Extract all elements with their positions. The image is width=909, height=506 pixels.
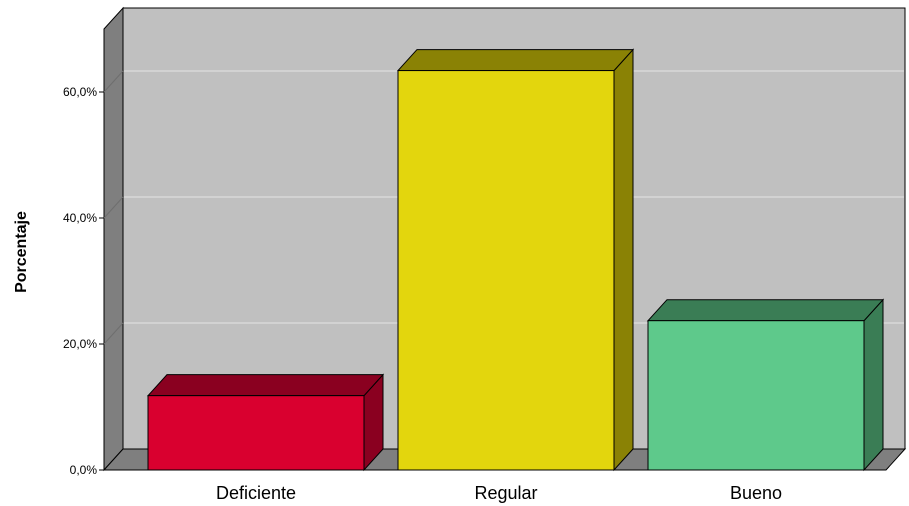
x-axis-labels: Deficiente Regular Bueno bbox=[216, 483, 782, 503]
y-tick-label: 40,0% bbox=[63, 211, 97, 225]
bar-bueno bbox=[646, 298, 885, 472]
y-tick-label: 0,0% bbox=[70, 463, 98, 477]
bar-top bbox=[146, 374, 385, 397]
gridline-side bbox=[103, 196, 124, 219]
gridline-side bbox=[103, 70, 124, 93]
bar-regular bbox=[396, 48, 635, 472]
bar-top bbox=[396, 49, 635, 72]
side-wall bbox=[103, 6, 124, 472]
bar-front bbox=[147, 395, 365, 471]
bar-deficiente bbox=[146, 373, 385, 472]
y-axis-ticks: 0,0% 20,0% 40,0% 60,0% bbox=[63, 85, 104, 477]
bar-front bbox=[397, 70, 615, 471]
x-tick-label: Regular bbox=[474, 483, 537, 503]
bar-front bbox=[647, 320, 865, 471]
y-axis-title: Porcentaje bbox=[13, 211, 30, 293]
y-tick-label: 20,0% bbox=[63, 337, 97, 351]
y-tick-label: 60,0% bbox=[63, 85, 97, 99]
bars bbox=[146, 48, 885, 472]
x-tick-label: Deficiente bbox=[216, 483, 296, 503]
gridline-side bbox=[103, 322, 124, 345]
bar-side bbox=[613, 48, 634, 472]
bar-side bbox=[863, 298, 884, 472]
bar-top bbox=[646, 299, 885, 322]
x-tick-label: Bueno bbox=[730, 483, 782, 503]
